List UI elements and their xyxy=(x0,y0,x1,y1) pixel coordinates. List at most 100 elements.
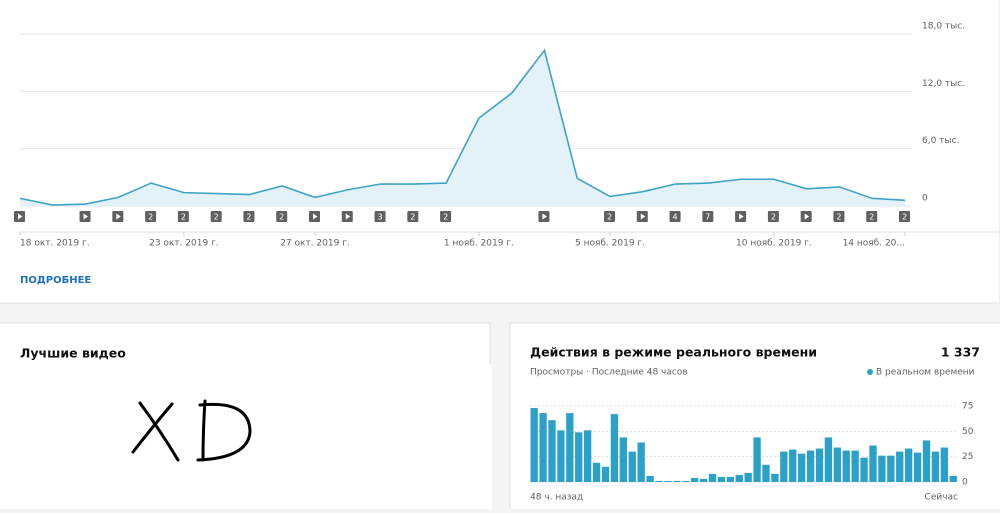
bar xyxy=(913,452,922,482)
bar xyxy=(530,408,538,482)
video-marker xyxy=(702,211,714,222)
video-marker xyxy=(210,211,222,222)
cover xyxy=(0,364,492,509)
bar xyxy=(575,432,583,482)
bar xyxy=(949,475,957,482)
x-tick-label: 10 нояб. 2019 г. xyxy=(736,239,812,249)
video-marker xyxy=(440,211,452,222)
bar xyxy=(798,453,806,482)
video-marker xyxy=(669,211,681,222)
bar xyxy=(771,473,779,482)
bar xyxy=(842,450,850,482)
bar xyxy=(833,447,841,482)
x-tick-label: 23 окт. 2019 г. xyxy=(149,239,219,249)
video-marker xyxy=(833,211,845,222)
play-icon xyxy=(640,213,646,220)
marker-count: 2 xyxy=(279,213,284,222)
bar xyxy=(940,447,948,482)
bar xyxy=(682,480,690,482)
bar xyxy=(691,477,699,482)
subtitle: Просмотры · Последние 48 часов xyxy=(530,368,688,378)
marker-count: 2 xyxy=(771,213,776,222)
y-tick-label: 12,0 тыс. xyxy=(922,79,965,89)
play-icon xyxy=(116,213,121,220)
play-icon xyxy=(18,213,23,220)
bar xyxy=(815,448,824,482)
bar xyxy=(699,478,708,482)
legend-label: В реальном времени xyxy=(876,368,975,378)
video-marker xyxy=(276,211,288,222)
video-marker xyxy=(899,211,910,222)
play-icon xyxy=(804,213,810,220)
x-tick-label: 18 окт. 2019 г. xyxy=(20,239,90,249)
marker-count: 2 xyxy=(410,213,415,222)
bar xyxy=(780,451,788,482)
bar xyxy=(673,480,681,482)
video-marker xyxy=(243,211,255,222)
bar xyxy=(931,451,940,482)
y-tick-label: 75 xyxy=(962,402,973,412)
bar xyxy=(619,437,627,482)
bar xyxy=(637,442,645,482)
area xyxy=(20,50,905,206)
marker-count: 3 xyxy=(378,213,383,222)
bar xyxy=(878,455,886,482)
bar xyxy=(753,437,761,482)
play-icon xyxy=(739,213,744,220)
marker-count: 2 xyxy=(869,213,874,222)
y-tick-label: 6,0 тыс. xyxy=(922,136,959,146)
marker-count: 7 xyxy=(705,213,710,222)
bar xyxy=(601,466,610,482)
bar xyxy=(717,476,726,482)
bar xyxy=(851,450,859,482)
scribble xyxy=(131,399,252,462)
bar xyxy=(789,449,797,482)
marker-count: 2 xyxy=(443,213,448,222)
x-start-label: 48 ч. назад xyxy=(530,493,583,503)
bar xyxy=(806,450,815,482)
bar xyxy=(744,472,752,482)
marker-count: 4 xyxy=(673,213,678,222)
marker-count: 2 xyxy=(902,213,907,222)
x-tick-label: 27 окт. 2019 г. xyxy=(280,239,350,249)
card-title: Действия в режиме реального времени xyxy=(530,345,817,360)
bar xyxy=(762,464,770,482)
x-tick-label: 1 нояб. 2019 г. xyxy=(444,239,514,249)
play-icon xyxy=(542,213,547,220)
bar xyxy=(708,473,717,482)
marker-count: 2 xyxy=(181,213,186,222)
y-tick-label: 0 xyxy=(962,478,968,488)
bar xyxy=(628,451,636,482)
total: 1 337 xyxy=(941,345,980,360)
bar xyxy=(664,480,672,482)
marker-count: 2 xyxy=(148,213,153,222)
bar xyxy=(584,430,592,482)
bar xyxy=(922,440,931,482)
bar xyxy=(655,480,663,482)
play-icon xyxy=(313,213,318,220)
more-link[interactable]: ПОДРОБНЕЕ xyxy=(20,275,91,286)
play-icon xyxy=(83,213,89,220)
video-marker xyxy=(145,211,157,222)
x-tick-label: 5 нояб. 2019 г. xyxy=(575,239,645,249)
bar xyxy=(887,455,895,482)
bar xyxy=(548,420,556,482)
bar xyxy=(726,476,734,482)
y-tick-label: 25 xyxy=(962,452,973,462)
bar xyxy=(905,448,913,482)
marker-count: 2 xyxy=(836,213,841,222)
bar xyxy=(824,437,833,482)
video-marker xyxy=(767,211,779,222)
marker-count: 2 xyxy=(214,213,219,222)
bar xyxy=(735,474,743,482)
bar xyxy=(557,430,565,482)
line xyxy=(19,48,906,206)
bar xyxy=(566,413,574,482)
video-marker xyxy=(374,211,386,222)
bar xyxy=(860,457,868,482)
video-marker xyxy=(866,211,878,222)
x-tick-label: 14 нояб. 20... xyxy=(843,239,905,249)
card-title: Лучшие видео xyxy=(20,346,126,361)
legend-dot xyxy=(867,369,873,375)
